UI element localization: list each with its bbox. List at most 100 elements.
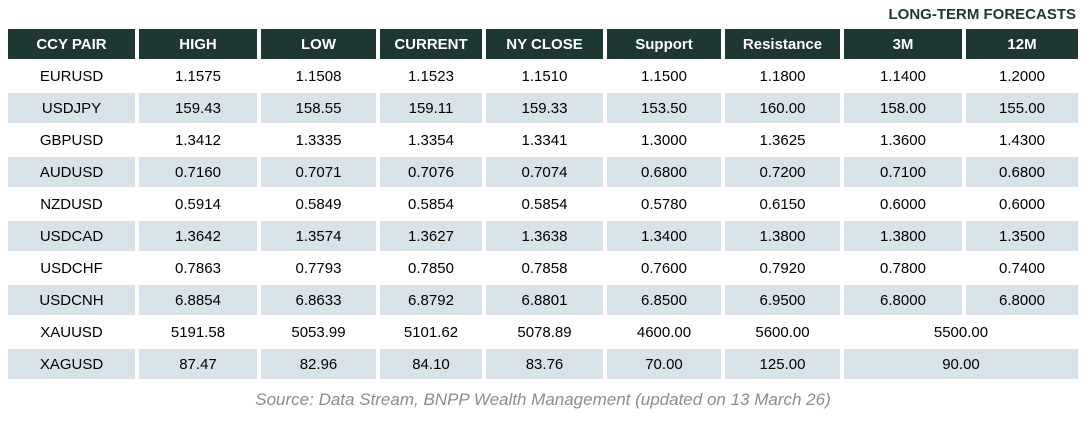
value-cell: 0.7076 [380,157,482,187]
value-cell: 0.6000 [844,189,962,219]
value-cell: 158.00 [844,93,962,123]
value-cell: 0.6150 [725,189,840,219]
value-cell: 1.3500 [966,221,1078,251]
value-cell: 159.33 [486,93,603,123]
column-header-ny-close: NY CLOSE [486,29,603,59]
value-cell: 0.6800 [966,157,1078,187]
value-cell: 160.00 [725,93,840,123]
value-cell: 1.1510 [486,61,603,91]
value-cell: 5101.62 [380,317,482,347]
value-cell: 1.3574 [261,221,376,251]
value-cell: 1.1523 [380,61,482,91]
value-cell: 125.00 [725,349,840,379]
page-title: LONG-TERM FORECASTS [888,6,1077,23]
ccy-pair-cell: USDJPY [8,93,135,123]
ccy-pair-cell: XAGUSD [8,349,135,379]
table-row: AUDUSD 0.7160 0.7071 0.7076 0.7074 0.6800 0.72… [8,157,1078,187]
column-header-ccy-pair: CCY PAIR [8,29,135,59]
header-row: CCY PAIR HIGH LOW CURRENT NY CLOSE Suppo… [8,29,1078,59]
value-cell: 6.8000 [844,285,962,315]
value-cell: 0.7800 [844,253,962,283]
ccy-pair-cell: GBPUSD [8,125,135,155]
source-note: Source: Data Stream, BNPP Wealth Managem… [255,390,831,409]
column-header-high: HIGH [139,29,257,59]
ccy-pair-cell: XAUUSD [8,317,135,347]
ccy-pair-cell: EURUSD [8,61,135,91]
value-cell: 4600.00 [607,317,721,347]
value-cell: 0.7074 [486,157,603,187]
value-cell: 0.7920 [725,253,840,283]
value-cell: 1.1575 [139,61,257,91]
value-cell: 1.3600 [844,125,962,155]
value-cell: 0.7858 [486,253,603,283]
value-cell: 155.00 [966,93,1078,123]
table-row: USDCHF 0.7863 0.7793 0.7850 0.7858 0.7600 0.79… [8,253,1078,283]
table-row: GBPUSD 1.3412 1.3335 1.3354 1.3341 1.3000 1.36… [8,125,1078,155]
value-cell: 158.55 [261,93,376,123]
table-body: EURUSD 1.1575 1.1508 1.1523 1.1510 1.1500 1.18… [8,61,1078,379]
ccy-pair-cell: AUDUSD [8,157,135,187]
value-cell: 0.7863 [139,253,257,283]
value-cell: 0.7200 [725,157,840,187]
value-cell: 83.76 [486,349,603,379]
table-row: EURUSD 1.1575 1.1508 1.1523 1.1510 1.1500 1.18… [8,61,1078,91]
forecast-table: CCY PAIR HIGH LOW CURRENT NY CLOSE Suppo… [4,27,1082,381]
value-cell: 5600.00 [725,317,840,347]
value-cell: 6.8633 [261,285,376,315]
value-cell: 159.43 [139,93,257,123]
ccy-pair-cell: NZDUSD [8,189,135,219]
value-cell: 0.5854 [486,189,603,219]
value-cell: 1.2000 [966,61,1078,91]
value-cell: 1.3000 [607,125,721,155]
value-cell: 1.3341 [486,125,603,155]
value-cell: 84.10 [380,349,482,379]
table-row: XAUUSD 5191.58 5053.99 5101.62 5078.89 4600.0… [8,317,1078,347]
ccy-pair-cell: USDCHF [8,253,135,283]
ccy-pair-cell: USDCAD [8,221,135,251]
ccy-pair-cell: USDCNH [8,285,135,315]
value-cell: 153.50 [607,93,721,123]
column-header-low: LOW [261,29,376,59]
value-cell: 1.3800 [844,221,962,251]
column-header-support: Support [607,29,721,59]
value-cell: 159.11 [380,93,482,123]
value-cell: 0.5780 [607,189,721,219]
value-cell: 6.9500 [725,285,840,315]
table-row: NZDUSD 0.5914 0.5849 0.5854 0.5854 0.5780 0.61… [8,189,1078,219]
value-cell: 1.3642 [139,221,257,251]
value-cell: 1.3412 [139,125,257,155]
value-cell: 0.7793 [261,253,376,283]
value-cell: 0.7100 [844,157,962,187]
value-cell: 6.8500 [607,285,721,315]
value-cell: 1.1800 [725,61,840,91]
merged-forecast-cell: 90.00 [844,349,1078,379]
value-cell: 1.3354 [380,125,482,155]
value-cell: 1.3335 [261,125,376,155]
column-header-resistance: Resistance [725,29,840,59]
value-cell: 1.1500 [607,61,721,91]
value-cell: 6.8000 [966,285,1078,315]
column-header-12m: 12M [966,29,1078,59]
value-cell: 6.8801 [486,285,603,315]
value-cell: 0.7400 [966,253,1078,283]
value-cell: 87.47 [139,349,257,379]
column-header-current: CURRENT [380,29,482,59]
value-cell: 6.8792 [380,285,482,315]
value-cell: 0.5849 [261,189,376,219]
value-cell: 0.7600 [607,253,721,283]
value-cell: 1.3638 [486,221,603,251]
value-cell: 5078.89 [486,317,603,347]
value-cell: 1.3627 [380,221,482,251]
value-cell: 70.00 [607,349,721,379]
value-cell: 0.6000 [966,189,1078,219]
value-cell: 0.7071 [261,157,376,187]
value-cell: 1.3800 [725,221,840,251]
value-cell: 5191.58 [139,317,257,347]
value-cell: 1.3625 [725,125,840,155]
value-cell: 1.4300 [966,125,1078,155]
merged-forecast-cell: 5500.00 [844,317,1078,347]
value-cell: 82.96 [261,349,376,379]
column-header-3m: 3M [844,29,962,59]
value-cell: 1.3400 [607,221,721,251]
table-row: USDCNH 6.8854 6.8633 6.8792 6.8801 6.8500 6.95… [8,285,1078,315]
